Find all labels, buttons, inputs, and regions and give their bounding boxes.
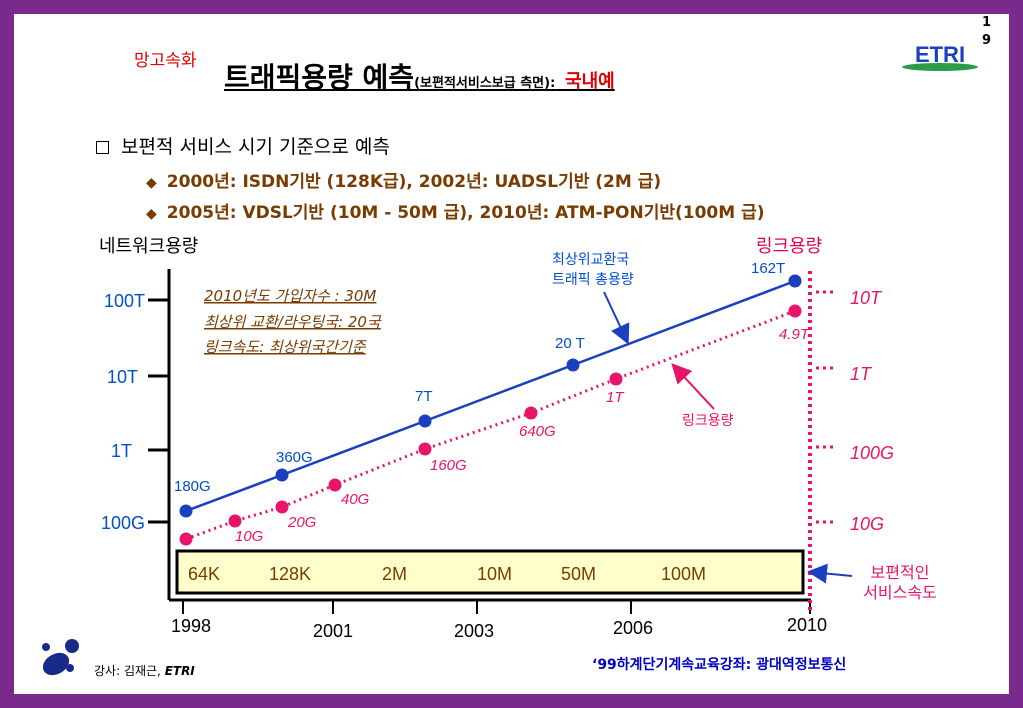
data-label: 4.9T (779, 326, 811, 343)
x-tick-label: 2001 (313, 621, 353, 641)
y-tick-label-left: 100G (101, 513, 145, 533)
data-label: 640G (519, 423, 556, 440)
data-label: 20 T (555, 335, 585, 352)
data-point (418, 442, 432, 456)
page-number: 1 9 (982, 14, 991, 50)
annotation-service-arrow (807, 563, 853, 584)
page-number-digit-1: 1 (982, 15, 992, 30)
footer-course: ‘99하계단기계속교육강좌: 광대역정보통신 (592, 657, 847, 673)
service-speed: 2M (382, 564, 407, 584)
title-highlight: 국내예 (565, 71, 615, 92)
data-label: 20G (287, 514, 317, 531)
data-point (179, 532, 193, 546)
data-point (524, 406, 538, 420)
sub-bullet-text: 2000년: ISDN기반 (128K급), 2002년: UADSL기반 (2… (166, 172, 662, 192)
y-tick-label-right: 10T (850, 288, 883, 308)
diamond-bullet-icon: ◆ (146, 175, 157, 191)
y-tick-label-right: 100G (850, 443, 894, 463)
y-tick-label-left: 10T (107, 367, 138, 387)
annotation-network-arrow (603, 291, 630, 345)
annotation-service-line2: 서비스속도 (863, 583, 937, 602)
service-speed: 10M (477, 564, 512, 584)
annotation-link: 링크용량 (682, 413, 734, 429)
annotation-service-line1: 보편적인 (871, 563, 930, 582)
footer-instructor-name: 강사: 김재근, (94, 664, 165, 678)
service-speed: 128K (269, 564, 311, 584)
service-speed: 50M (561, 564, 596, 584)
etri-logo-text: ETRI (915, 42, 965, 67)
x-tick-label: 2006 (613, 618, 653, 638)
subtitle-tag: 망고속화 (134, 51, 197, 71)
annotation-link-arrow (671, 363, 715, 410)
x-tick-label: 1998 (171, 616, 211, 636)
data-label: 162T (751, 260, 785, 277)
y-tick-label-left: 1T (111, 441, 132, 461)
data-point (788, 304, 802, 318)
data-label: 360G (276, 449, 313, 466)
annotation-network-line2: 트래픽 총용량 (552, 272, 634, 288)
data-label: 10G (235, 528, 264, 545)
title-sub: (보편적서비스보급 측면): (414, 76, 556, 91)
data-point (609, 372, 623, 386)
footer-instructor-org: ETRI (164, 664, 195, 678)
etri-logo: ETRI (902, 42, 978, 71)
sub-bullet-2: ◆ 2005년: VDSL기반 (10M - 50M 급), 2010년: ATM… (146, 198, 765, 223)
note-line: 2010년도 가입자수 : 30M (204, 287, 376, 305)
page-number-digit-2: 9 (982, 33, 992, 48)
service-speed-box (175, 549, 805, 595)
note-line: 링크속도: 최상위국간기준 (204, 338, 367, 356)
y-tick-label-right: 1T (850, 364, 873, 384)
bullet-text: 보편적 서비스 시기 기준으로 예측 (121, 136, 390, 158)
sub-bullet-1: ◆ 2000년: ISDN기반 (128K급), 2002년: UADSL기반 (… (146, 167, 661, 192)
data-point (228, 514, 242, 528)
data-point (566, 358, 580, 372)
page-title: 트래픽용량 예측(보편적서비스보급 측면): 국내예 (224, 56, 615, 96)
bullet-main: 보편적 서비스 시기 기준으로 예측 (96, 132, 390, 159)
data-label: 7T (415, 388, 433, 405)
annotation-network-line1: 최상위교환국 (552, 252, 629, 268)
data-label: 40G (341, 491, 370, 508)
data-point (788, 274, 802, 288)
service-speed: 64K (188, 564, 220, 584)
data-label: 180G (174, 478, 211, 495)
diamond-bullet-icon: ◆ (146, 206, 157, 222)
title-main: 트래픽용량 예측 (224, 61, 415, 94)
data-point (179, 504, 193, 518)
x-tick-label: 2010 (787, 615, 827, 635)
data-point (328, 478, 342, 492)
data-label: 160G (430, 457, 467, 474)
data-point (275, 468, 289, 482)
data-point (275, 500, 289, 514)
data-point (418, 414, 432, 428)
y-tick-label-left: 100T (104, 291, 145, 311)
footer-logo-icon (42, 639, 79, 676)
service-speed: 100M (661, 564, 706, 584)
footer-instructor: 강사: 김재근, ETRI (94, 662, 195, 679)
right-axis-title: 링크용량 (756, 236, 823, 257)
chart: 100T 10T 1T 100G 1998 2001 2003 2006 201… (42, 252, 937, 676)
sub-bullet-text: 2005년: VDSL기반 (10M - 50M 급), 2010년: ATM-… (166, 203, 765, 223)
left-axis-title: 네트워크용량 (99, 236, 199, 257)
checkbox-bullet-icon (96, 141, 109, 154)
x-tick-label: 2003 (454, 621, 494, 641)
y-tick-label-right: 10G (850, 514, 884, 534)
data-label: 1T (606, 389, 625, 406)
slide: 1 9 ETRI 망고속화 트래픽용량 예측(보편적서비스보급 측면): 국내예… (14, 14, 1009, 694)
note-line: 최상위 교환/라우팅국: 20국 (204, 313, 382, 331)
series-line-link (185, 309, 796, 541)
